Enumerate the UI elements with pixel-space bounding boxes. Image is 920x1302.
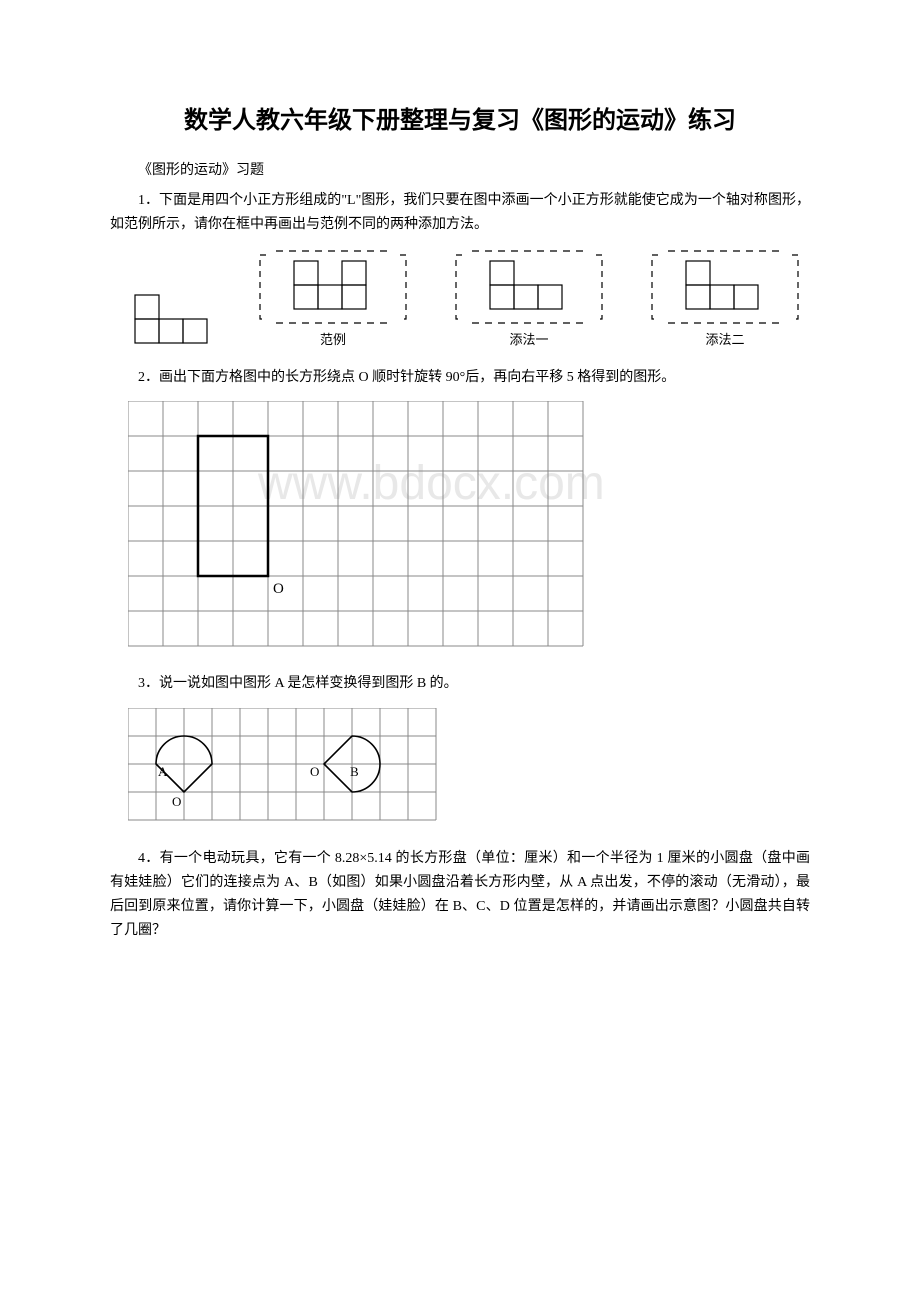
q1-method2: 添法二 bbox=[650, 247, 800, 348]
question-2-grid: www.bdocx.com bbox=[128, 401, 810, 654]
subtitle: 《图形的运动》习题 bbox=[110, 159, 810, 179]
q1-example: 范例 bbox=[258, 247, 408, 348]
question-1-figures: 范例 添法一 bbox=[130, 247, 810, 348]
question-1-text: 1．下面是用四个小正方形组成的"L"图形，我们只要在图中添画一个小正方形就能使它… bbox=[110, 189, 810, 237]
question-4-text: 4．有一个电动玩具，它有一个 8.28×5.14 的长方形盘（单位：厘米）和一个… bbox=[110, 847, 810, 942]
method2-box-icon bbox=[650, 247, 800, 325]
l-shape-icon bbox=[130, 290, 212, 348]
example-box-icon bbox=[258, 247, 408, 325]
grid-icon: O bbox=[128, 401, 586, 649]
q1-method2-label: 添法二 bbox=[705, 329, 744, 348]
question-3-grid: A O O B bbox=[128, 708, 810, 829]
point-o2-label: O bbox=[172, 794, 181, 809]
q3-grid-icon: A O O B bbox=[128, 708, 440, 824]
q1-method1-label: 添法一 bbox=[509, 329, 548, 348]
method1-box-icon bbox=[454, 247, 604, 325]
q1-original-shape bbox=[130, 290, 212, 348]
point-o3-label: O bbox=[310, 764, 319, 779]
q1-method1: 添法一 bbox=[454, 247, 604, 348]
shape-b-label: B bbox=[350, 764, 359, 779]
question-3-text: 3．说一说如图中图形 A 是怎样变换得到图形 B 的。 bbox=[110, 672, 810, 696]
shape-a-label: A bbox=[158, 764, 168, 779]
q1-example-label: 范例 bbox=[320, 329, 346, 348]
point-o-label: O bbox=[273, 581, 284, 597]
question-2-text: 2．画出下面方格图中的长方形绕点 O 顺时针旋转 90°后，再向右平移 5 格得… bbox=[110, 366, 810, 390]
page-title: 数学人教六年级下册整理与复习《图形的运动》练习 bbox=[110, 100, 810, 135]
